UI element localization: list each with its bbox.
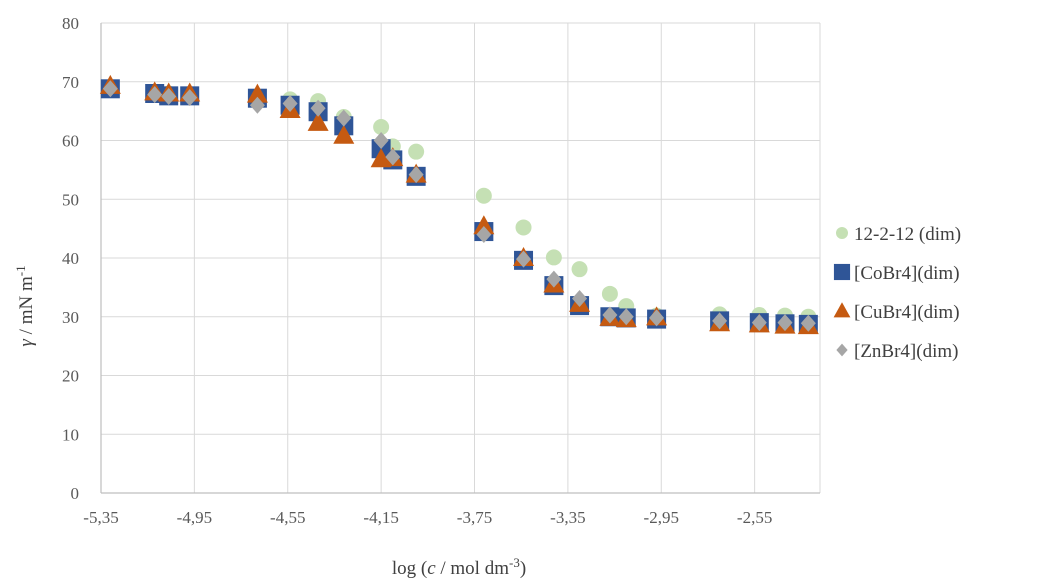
data-point-diamond [546,270,562,288]
data-point-circle [601,285,618,302]
data-point-circle [475,187,492,204]
data-point-diamond [516,250,532,268]
data-point-triangle [307,111,329,131]
data-point-diamond [161,87,177,105]
legend-label: 12-2-12 (dim) [854,224,961,245]
y-tick-label: 50 [62,190,79,209]
data-point-diamond [602,306,618,324]
legend-label: [CuBr4](dim) [854,302,960,323]
y-tick-label: 80 [62,14,79,33]
data-point-diamond [310,99,326,117]
x-tick-label: -4,95 [177,508,212,527]
data-point-circle [515,219,532,236]
data-point-diamond [572,290,588,308]
x-axis-title: log (c / mol dm-3) [392,555,526,579]
y-tick-label: 60 [62,132,79,151]
y-tick-label: 20 [62,367,79,386]
data-point-triangle [473,215,495,235]
data-point-diamond [147,86,163,104]
data-point-diamond [476,226,492,243]
legend-label: [ZnBr4](dim) [854,341,958,362]
legend-entry: [CoBr4](dim) [833,263,960,284]
data-point-diamond [649,309,665,327]
data-point-diamond [408,166,424,184]
y-tick-label: 30 [62,308,79,327]
x-tick-label: -2,55 [737,508,772,527]
data-point-diamond [777,314,793,332]
legend: 12-2-12 (dim) [CoBr4](dim) [CuBr4](dim) [Zn… [833,224,961,362]
plot-area [99,74,819,335]
data-point-diamond [751,314,767,332]
data-point-diamond [282,94,298,112]
legend-label: [CoBr4](dim) [854,263,960,284]
data-point-diamond [712,312,728,330]
legend-marker-triangle [833,302,851,318]
y-axis-title: γ / mN m-1 [13,265,37,346]
x-tick-labels: -5,35 -4,95 -4,55 -4,15 -3,75 -3,35 -2,95 -2,55 [83,508,772,527]
data-point-circle [373,118,390,135]
legend-marker-square [833,263,851,281]
x-tick-label: -4,55 [270,508,305,527]
y-tick-label: 40 [62,249,79,268]
y-tick-label: 0 [71,484,80,503]
x-tick-label: -3,75 [457,508,492,527]
legend-entry: [ZnBr4](dim) [836,341,958,362]
y-tick-label: 10 [62,425,79,444]
x-tick-label: -5,35 [83,508,118,527]
y-tick-label: 70 [62,73,79,92]
legend-marker-circle [836,227,848,239]
y-tick-labels: 0 10 20 30 40 50 60 70 80 [62,14,79,503]
data-point-circle [545,249,562,266]
data-point-diamond [336,109,352,127]
x-tick-label: -3,35 [550,508,585,527]
data-point-diamond [373,132,389,149]
data-point-triangle [333,124,355,144]
legend-marker-diamond [836,343,848,357]
data-point-diamond [800,314,816,332]
legend-entry: [CuBr4](dim) [833,302,960,323]
data-point-diamond [249,96,265,114]
data-point-diamond [385,148,401,166]
series-3 [102,80,816,332]
data-point-circle [408,143,425,160]
legend-entry: 12-2-12 (dim) [836,224,961,245]
data-point-diamond [182,89,198,107]
x-tick-label: -2,95 [644,508,679,527]
data-point-diamond [618,308,634,326]
x-tick-label: -4,15 [363,508,398,527]
data-point-diamond [102,80,118,98]
data-point-circle [571,261,588,278]
axes [100,23,820,494]
data-point-triangle [246,83,268,103]
